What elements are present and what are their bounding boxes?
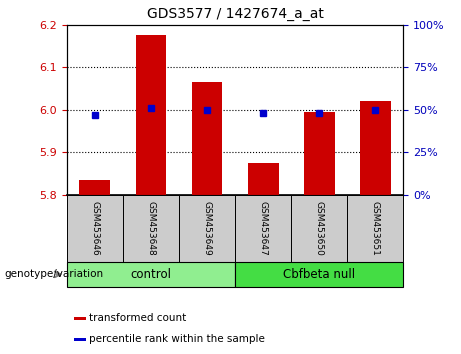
Text: GSM453651: GSM453651 — [371, 201, 380, 256]
Bar — [248, 163, 278, 195]
Bar — [360, 101, 391, 195]
Bar — [192, 82, 223, 195]
Bar — [235, 262, 403, 287]
Bar — [136, 35, 166, 195]
Text: GSM453649: GSM453649 — [202, 201, 212, 256]
Bar — [67, 262, 235, 287]
Bar — [79, 180, 110, 195]
Text: GSM453646: GSM453646 — [90, 201, 100, 256]
Text: Cbfbeta null: Cbfbeta null — [283, 268, 355, 281]
Text: percentile rank within the sample: percentile rank within the sample — [89, 334, 265, 344]
Bar — [123, 195, 179, 262]
Bar — [235, 195, 291, 262]
Bar — [74, 338, 86, 341]
Text: control: control — [130, 268, 171, 281]
Text: GSM453647: GSM453647 — [259, 201, 268, 256]
Bar — [304, 112, 335, 195]
Bar — [347, 195, 403, 262]
Bar — [74, 317, 86, 320]
Text: genotype/variation: genotype/variation — [5, 269, 104, 279]
Text: transformed count: transformed count — [89, 313, 186, 323]
Bar — [291, 195, 347, 262]
Bar — [179, 195, 235, 262]
Text: GSM453648: GSM453648 — [147, 201, 155, 256]
Text: GSM453650: GSM453650 — [315, 201, 324, 256]
Bar — [67, 195, 123, 262]
Title: GDS3577 / 1427674_a_at: GDS3577 / 1427674_a_at — [147, 7, 324, 21]
